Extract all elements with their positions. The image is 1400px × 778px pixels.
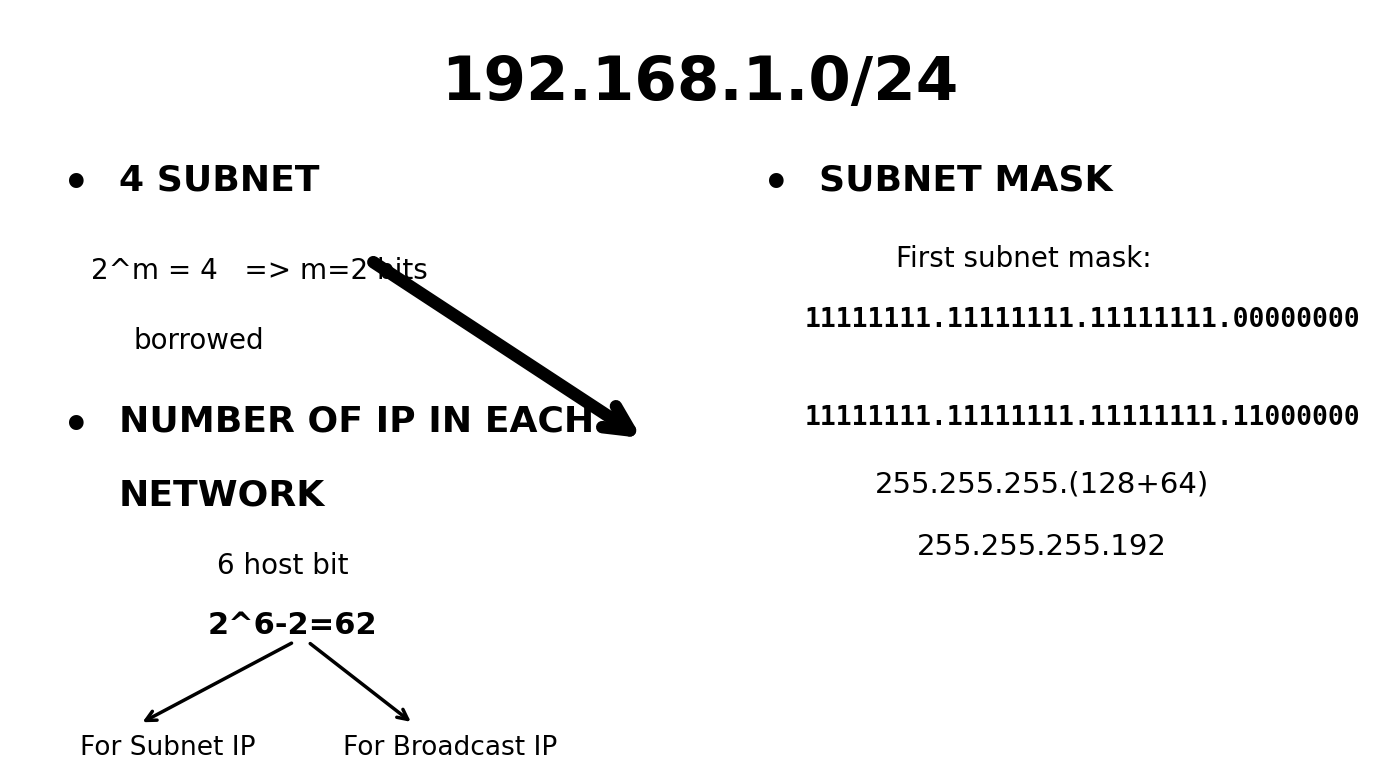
Text: borrowed: borrowed: [133, 327, 263, 355]
Text: SUBNET MASK: SUBNET MASK: [819, 163, 1113, 198]
Text: For Broadcast IP: For Broadcast IP: [343, 735, 557, 761]
Text: •: •: [63, 163, 90, 205]
Text: For Subnet IP: For Subnet IP: [80, 735, 255, 761]
Text: 11111111.11111111.11111111.11000000: 11111111.11111111.11111111.11000000: [805, 405, 1361, 430]
Text: •: •: [763, 163, 790, 205]
Text: 255.255.255.192: 255.255.255.192: [917, 533, 1166, 561]
Text: 2^m = 4   => m=2 bits: 2^m = 4 => m=2 bits: [91, 257, 428, 285]
Text: 192.168.1.0/24: 192.168.1.0/24: [441, 54, 959, 114]
Text: 6 host bit: 6 host bit: [217, 552, 349, 580]
Text: NUMBER OF IP IN EACH: NUMBER OF IP IN EACH: [119, 405, 594, 439]
Text: 255.255.255.(128+64): 255.255.255.(128+64): [875, 471, 1210, 499]
Text: 2^6-2=62: 2^6-2=62: [207, 611, 377, 640]
Text: •: •: [63, 405, 90, 447]
Text: 4 SUBNET: 4 SUBNET: [119, 163, 319, 198]
Text: 11111111.11111111.11111111.00000000: 11111111.11111111.11111111.00000000: [805, 307, 1361, 333]
Text: NETWORK: NETWORK: [119, 478, 325, 513]
Text: First subnet mask:: First subnet mask:: [896, 245, 1152, 273]
